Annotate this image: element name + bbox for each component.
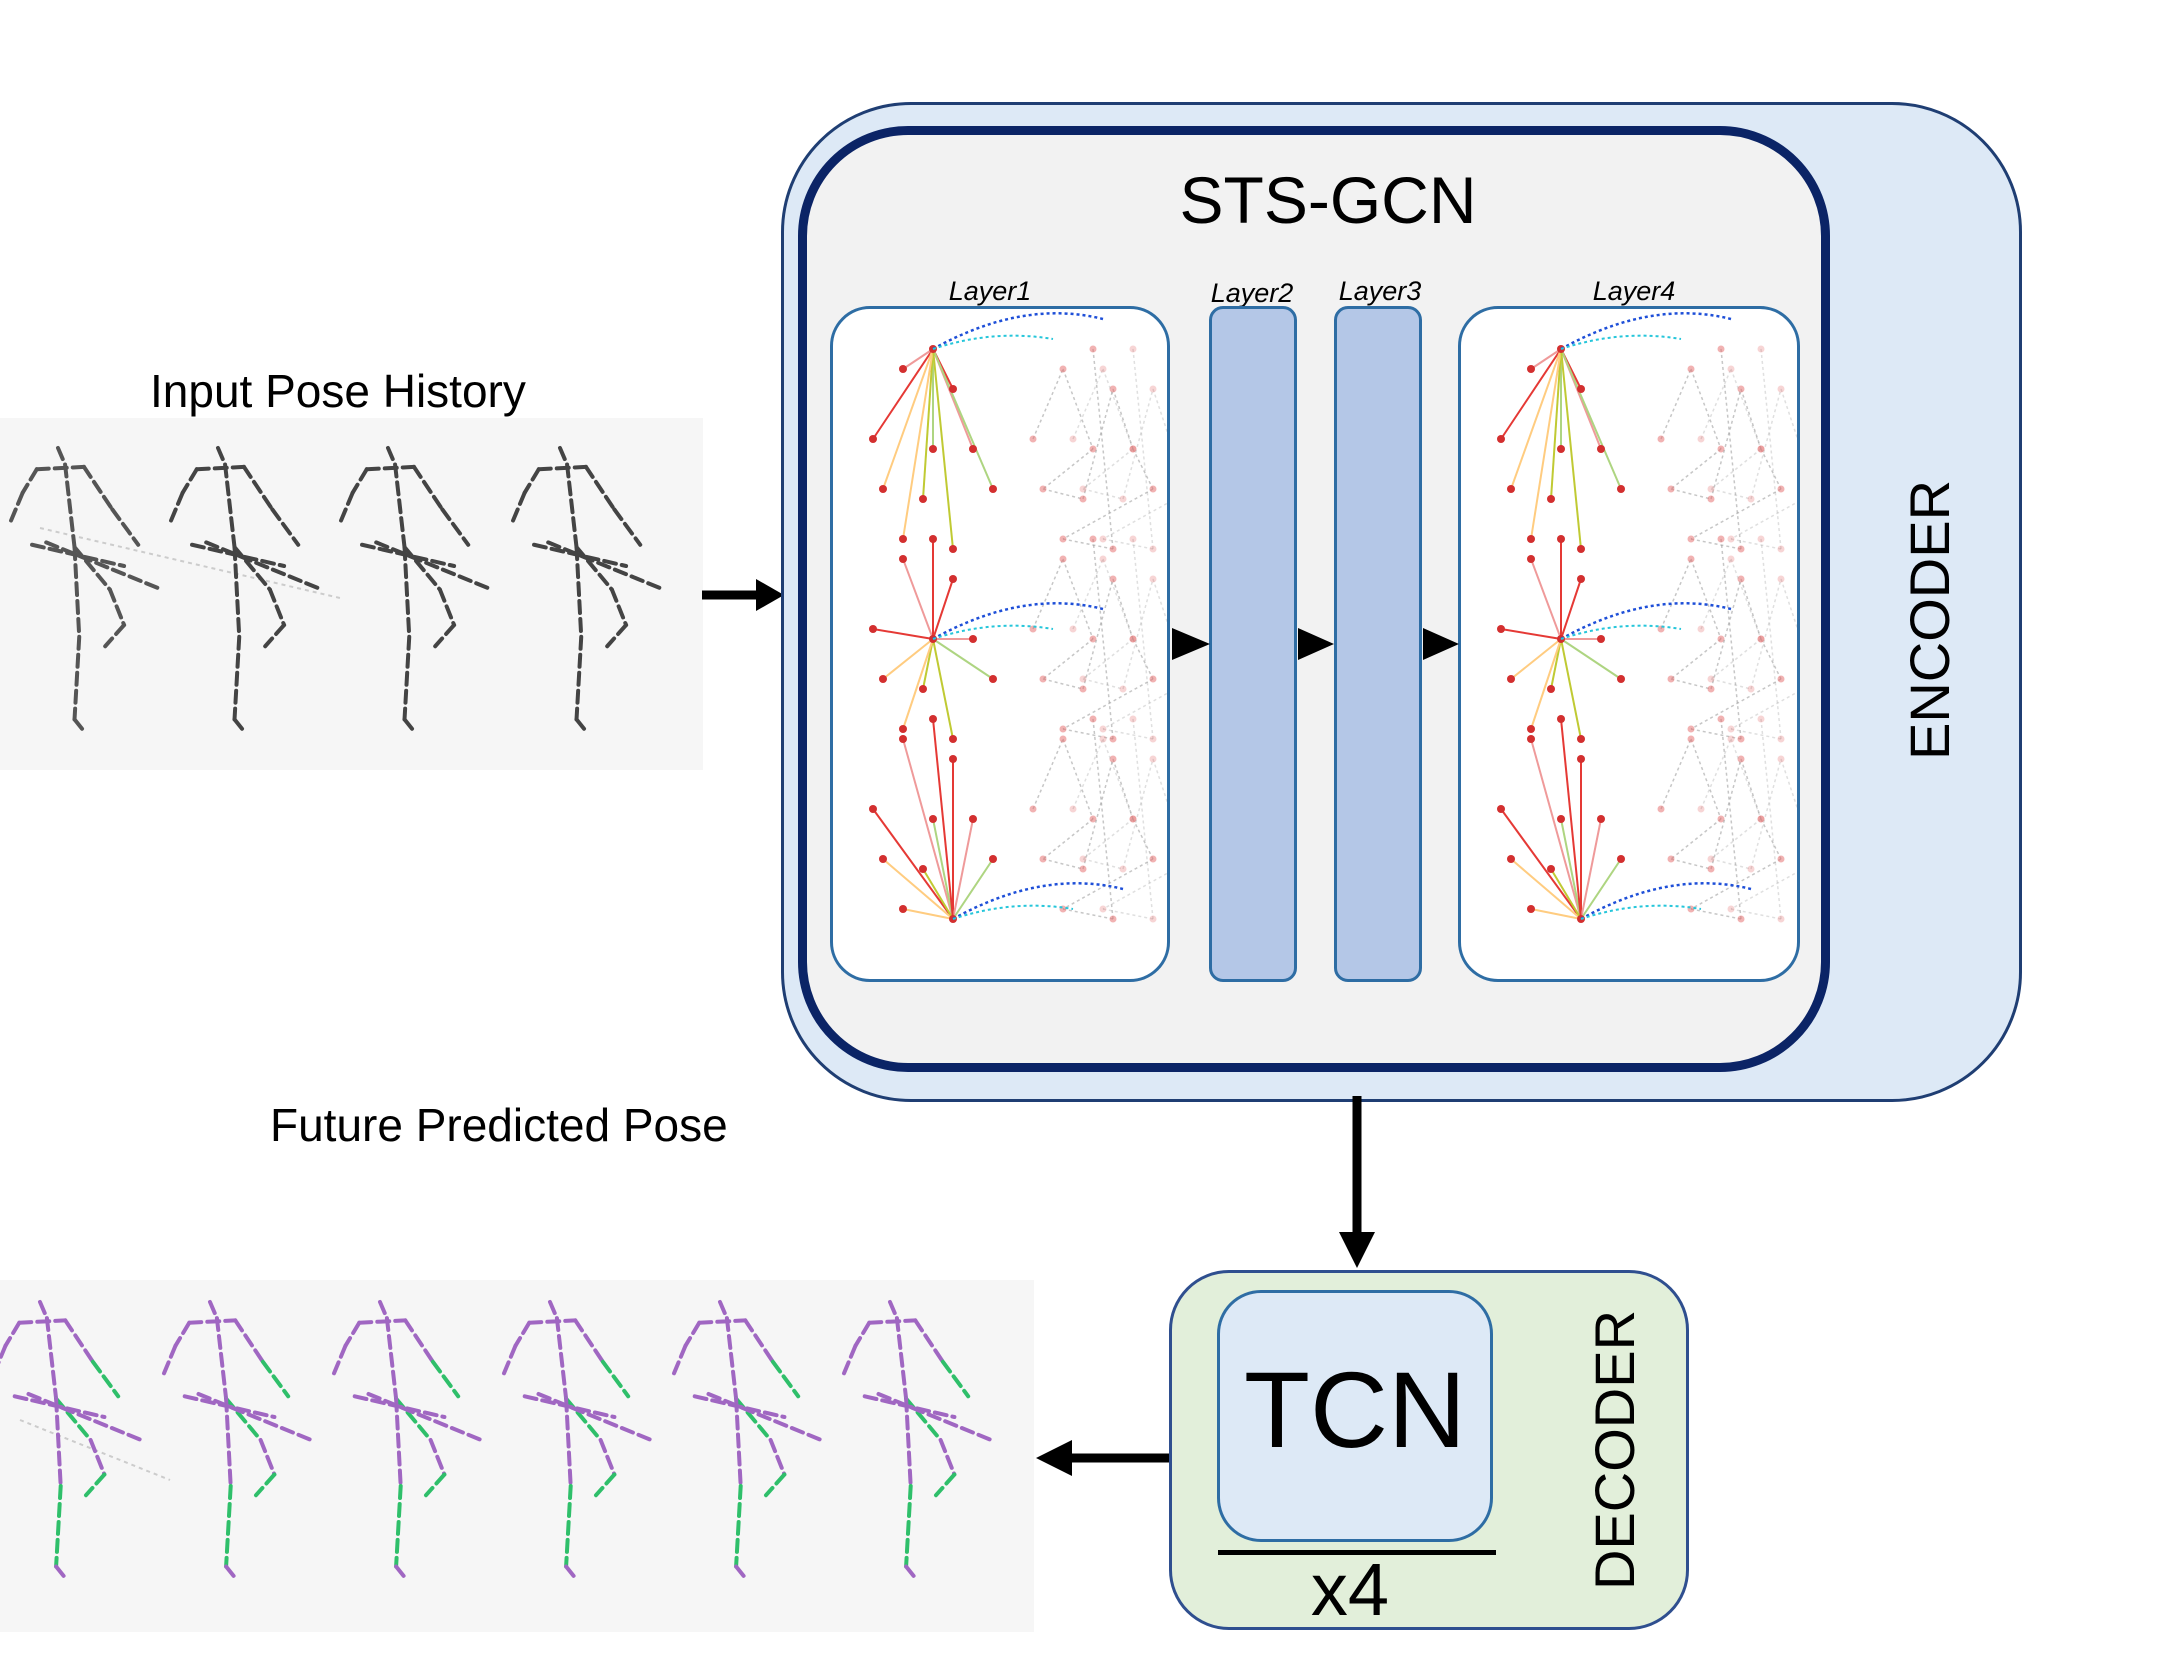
input-pose-2 xyxy=(168,446,324,734)
arrow-decoder-to-output xyxy=(1036,1440,1170,1476)
tcn-repeat-label: x4 xyxy=(1310,1548,1390,1631)
input-pose-title: Input Pose History xyxy=(150,365,526,417)
input-pose-1 xyxy=(8,446,164,734)
layer1-graph-row-2 xyxy=(869,535,1167,743)
tcn-repeat-line xyxy=(1218,1550,1496,1555)
future-pose-panel xyxy=(0,1280,1034,1632)
arrow-layer3-to-layer4 xyxy=(1423,628,1459,660)
tcn-block xyxy=(1217,1290,1493,1542)
layer4-graph-row-3 xyxy=(1497,715,1797,923)
layer1-graph-illustration xyxy=(869,312,1167,923)
predicted-pose-3 xyxy=(332,1300,484,1580)
layer2-title: Layer2 xyxy=(1210,278,1294,308)
decoder-label: DECODER xyxy=(1583,1309,1646,1591)
layer1-title: Layer1 xyxy=(948,276,1032,306)
layer1-graph-row-1 xyxy=(869,312,1167,553)
input-pose-panel xyxy=(0,418,703,770)
arrow-input-to-encoder xyxy=(702,579,784,611)
layer4-box xyxy=(1458,306,1800,982)
layer3-bar xyxy=(1334,306,1422,982)
predicted-pose-6 xyxy=(842,1300,994,1580)
predicted-pose-1 xyxy=(0,1300,144,1580)
predicted-pose-2 xyxy=(162,1300,314,1580)
layer2-bar xyxy=(1209,306,1297,982)
layer3-title: Layer3 xyxy=(1338,276,1422,306)
input-pose-4 xyxy=(510,446,666,734)
tcn-title: TCN xyxy=(1244,1349,1466,1470)
input-pose-3 xyxy=(338,446,494,734)
sts-gcn-title: STS-GCN xyxy=(1179,163,1477,237)
input-pose-sequence xyxy=(8,446,666,734)
layer4-graph-illustration xyxy=(1497,312,1797,923)
layer4-graph-row-1 xyxy=(1497,312,1797,553)
predicted-pose-5 xyxy=(672,1300,824,1580)
arrow-layer1-to-layer2 xyxy=(1172,628,1210,660)
input-ground-line xyxy=(39,527,341,599)
predicted-pose-sequence xyxy=(0,1300,994,1580)
layer1-box xyxy=(830,306,1170,982)
arrow-layer2-to-layer3 xyxy=(1298,628,1334,660)
layer4-graph-row-2 xyxy=(1497,535,1797,743)
future-pose-title: Future Predicted Pose xyxy=(270,1099,728,1151)
layer1-graph-row-3 xyxy=(869,715,1167,923)
encoder-label: ENCODER xyxy=(1898,479,1961,761)
predicted-pose-4 xyxy=(502,1300,654,1580)
arrow-encoder-to-decoder xyxy=(1339,1096,1375,1268)
layer4-title: Layer4 xyxy=(1592,276,1676,306)
